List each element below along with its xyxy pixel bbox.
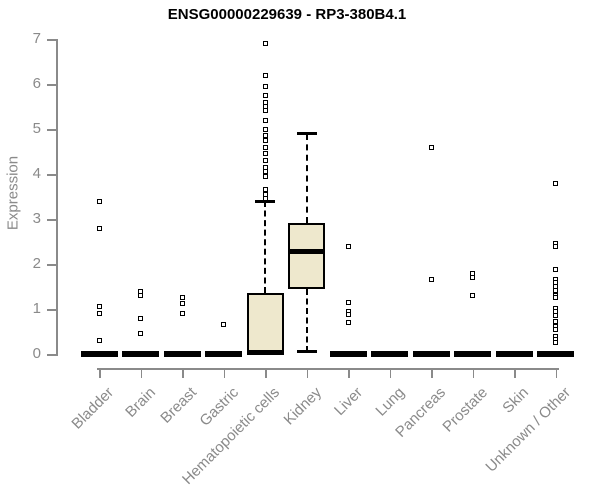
outlier-point [553, 340, 558, 346]
outlier-point [262, 137, 268, 143]
x-tick [555, 368, 557, 378]
collapsed-box-bar [371, 350, 408, 358]
x-tick [140, 368, 142, 378]
box [288, 222, 325, 289]
collapsed-box-bar [80, 350, 118, 358]
collapsed-box-bar [537, 350, 574, 358]
outlier-point [262, 151, 268, 157]
x-tick [265, 368, 267, 378]
x-tick [389, 368, 391, 378]
upper-whisker [305, 133, 308, 223]
collapsed-box-bar [495, 350, 533, 358]
y-tick-label: 7 [32, 30, 41, 47]
x-tick [182, 368, 184, 378]
outlier-point [345, 299, 351, 305]
y-tick-label: 6 [32, 75, 41, 92]
x-axis-line [97, 368, 559, 370]
outlier-point [138, 331, 143, 337]
outlier-point [553, 266, 558, 272]
y-axis-line [56, 39, 58, 356]
outlier-point [345, 243, 351, 249]
outlier-point [428, 277, 434, 283]
lower-whisker-cap [296, 350, 317, 354]
outlier-point [428, 144, 434, 150]
outlier-point [262, 173, 268, 179]
outlier-point [262, 83, 268, 89]
outlier-point [179, 301, 185, 307]
upper-whisker [264, 201, 266, 294]
y-tick [47, 219, 56, 221]
outlier-point [553, 326, 558, 332]
outlier-point [96, 198, 102, 204]
collapsed-box-bar [412, 350, 450, 358]
collapsed-box-bar [163, 350, 201, 358]
x-tick [472, 368, 474, 378]
outlier-point [262, 158, 268, 163]
outlier-point [553, 243, 558, 249]
outlier-point [470, 293, 475, 298]
y-tick-label: 2 [32, 255, 41, 272]
outlier-point [138, 293, 143, 298]
x-tick [223, 368, 225, 378]
outlier-point [345, 311, 351, 317]
x-tick [514, 368, 516, 378]
outlier-point [553, 295, 558, 301]
median-line [246, 349, 284, 356]
collapsed-box-bar [329, 350, 367, 358]
y-tick-label: 5 [32, 120, 41, 137]
lower-whisker [305, 288, 308, 352]
collapsed-box-bar [205, 350, 242, 358]
outlier-point [345, 320, 351, 325]
x-tick [99, 368, 101, 378]
chart-title: ENSG00000229639 - RP3-380B4.1 [167, 6, 407, 23]
y-tick-label: 3 [32, 210, 41, 227]
outlier-point [138, 316, 143, 322]
outlier-point [96, 311, 102, 316]
outlier-point [470, 275, 475, 280]
y-tick [47, 174, 56, 176]
x-tick [431, 368, 433, 378]
x-tick [348, 368, 350, 378]
outlier-point [262, 196, 268, 202]
outlier-point [96, 225, 102, 231]
median-line [288, 248, 325, 255]
upper-whisker-cap [296, 132, 317, 135]
outlier-point [221, 322, 226, 328]
outlier-point [262, 92, 268, 98]
outlier-point [262, 144, 268, 150]
y-tick [47, 264, 56, 266]
outlier-point [262, 107, 268, 113]
x-tick [306, 368, 308, 378]
y-tick-label: 1 [32, 300, 41, 317]
outlier-point [262, 41, 268, 46]
outlier-point [553, 313, 558, 319]
y-tick [47, 309, 56, 311]
outlier-point [262, 72, 268, 78]
y-tick-label: 0 [32, 345, 41, 362]
outlier-point [553, 180, 558, 186]
box [246, 293, 284, 354]
outlier-point [96, 338, 102, 343]
y-tick [47, 354, 56, 356]
collapsed-box-bar [122, 350, 159, 358]
y-tick [47, 129, 56, 131]
outlier-point [553, 287, 558, 293]
y-tick-label: 4 [32, 165, 41, 182]
outlier-point [262, 117, 268, 123]
outlier-point [96, 304, 102, 310]
collapsed-box-bar [454, 350, 491, 358]
outlier-point [179, 295, 185, 301]
outlier-point [179, 311, 185, 316]
y-tick [47, 84, 56, 86]
y-tick [47, 39, 56, 41]
outlier-point [262, 126, 268, 132]
